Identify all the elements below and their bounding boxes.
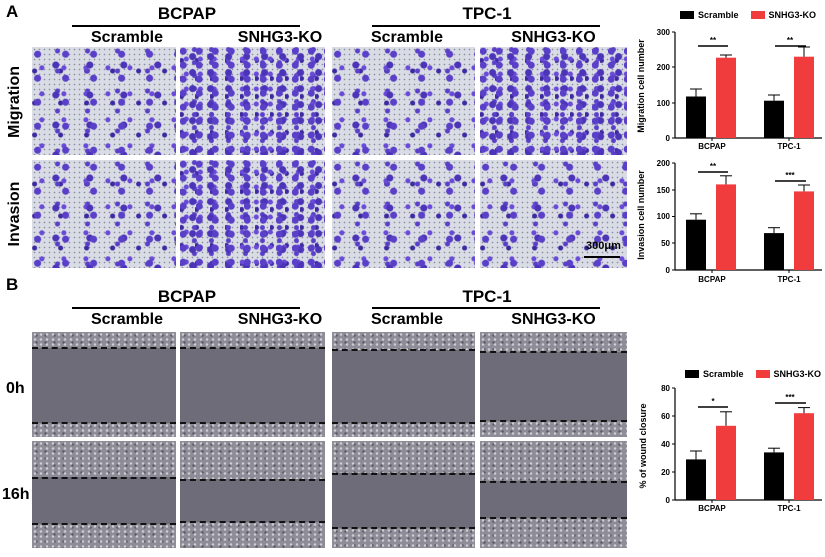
legend-label-ko-b: SNHG3-KO (773, 369, 822, 379)
legend-swatch-ko-b (755, 370, 770, 378)
bar-invasion-tpc1-ko (794, 191, 814, 270)
svg-text:100: 100 (657, 99, 671, 108)
image-invasion-bcpap-ko (180, 160, 325, 268)
image-wound-0h-bcpap-scramble (32, 332, 176, 437)
image-wound-0h-bcpap-ko (180, 332, 325, 437)
svg-text:300: 300 (657, 28, 671, 37)
image-wound-16h-bcpap-ko (180, 441, 325, 548)
bar-invasion-bcpap-ko (716, 184, 736, 270)
svg-text:150: 150 (657, 186, 671, 195)
svg-text:BCPAP: BCPAP (698, 142, 726, 150)
svg-text:**: ** (710, 36, 717, 45)
bar-invasion-bcpap-scramble (686, 219, 706, 270)
image-wound-16h-tpc1-scramble (332, 441, 475, 548)
svg-text:200: 200 (657, 159, 671, 168)
panel-b-group-tpc1-title: TPC-1 (462, 287, 512, 306)
bar-wound-tpc1-ko (794, 413, 814, 500)
svg-text:**: ** (787, 36, 794, 45)
legend-top: Scramble SNHG3-KO (680, 10, 816, 20)
bar-invasion-tpc1-scramble (764, 233, 784, 270)
panel-b-row-16h: 16h (2, 486, 30, 503)
bar-wound-bcpap-ko (716, 425, 736, 500)
chart-migration: Migration cell number 0 100 200 300 ** *… (636, 28, 822, 150)
panel-a-col-bcpap-ko: SNHG3-KO (237, 29, 323, 46)
panel-a-col-bcpap-scramble: Scramble (90, 29, 164, 46)
svg-text:0: 0 (666, 496, 671, 505)
svg-text:BCPAP: BCPAP (698, 504, 726, 512)
panel-a-group-bcpap-title: BCPAP (157, 4, 217, 23)
panel-b-group-tpc1-line (372, 307, 600, 309)
panel-b-row-0h: 0h (6, 380, 25, 397)
svg-text:100: 100 (657, 212, 671, 221)
bar-wound-tpc1-scramble (764, 452, 784, 500)
bar-migration-tpc1-ko (794, 56, 814, 139)
panel-a-col-tpc1-ko: SNHG3-KO (511, 29, 596, 46)
svg-text:40: 40 (661, 440, 670, 449)
svg-text:0: 0 (666, 266, 671, 275)
chart-wound-closure: % of wound closure 0 20 40 60 80 * *** B… (638, 384, 822, 512)
svg-text:200: 200 (657, 63, 671, 72)
svg-text:TPC-1: TPC-1 (777, 275, 801, 283)
svg-text:***: *** (785, 171, 795, 180)
svg-text:20: 20 (661, 468, 670, 477)
legend-swatch-scramble (680, 11, 694, 19)
panel-b-group-bcpap-line (72, 307, 300, 309)
image-wound-16h-tpc1-ko (480, 441, 627, 548)
svg-text:**: ** (710, 162, 717, 171)
svg-text:60: 60 (661, 412, 670, 421)
panel-a-group-bcpap-line (72, 25, 300, 27)
image-invasion-tpc1-scramble (332, 160, 475, 268)
legend-label-scramble: Scramble (698, 10, 739, 20)
panel-b-group-bcpap-title: BCPAP (157, 287, 217, 306)
image-wound-0h-tpc1-scramble (332, 332, 475, 437)
legend-label-scramble-b: Scramble (703, 369, 744, 379)
image-migration-tpc1-scramble (332, 47, 475, 155)
panel-a-group-tpc1-title: TPC-1 (462, 4, 512, 23)
svg-text:***: *** (785, 393, 795, 402)
scale-bar-label: 300μm (586, 240, 621, 252)
chart-invasion-ylabel: Invasion cell number (636, 170, 646, 260)
panel-b-col-tpc1-scramble: Scramble (370, 311, 444, 328)
legend-bottom: Scramble SNHG3-KO (685, 369, 821, 379)
legend-swatch-scramble-b (685, 370, 699, 378)
legend-swatch-ko (750, 11, 765, 19)
panel-b-col-bcpap-scramble: Scramble (90, 311, 164, 328)
image-migration-bcpap-scramble (32, 47, 176, 155)
image-wound-0h-tpc1-ko (480, 332, 627, 437)
svg-text:*: * (711, 397, 715, 406)
bar-wound-bcpap-scramble (686, 459, 706, 500)
bar-migration-bcpap-scramble (686, 96, 706, 138)
panel-a-row-invasion: Invasion (6, 181, 23, 247)
panel-a-group-tpc1-line (372, 25, 600, 27)
svg-text:TPC-1: TPC-1 (777, 142, 801, 150)
image-invasion-bcpap-scramble (32, 160, 176, 268)
legend-label-ko: SNHG3-KO (768, 10, 817, 20)
bar-migration-tpc1-scramble (764, 100, 784, 138)
svg-text:80: 80 (661, 384, 670, 393)
panel-b-col-tpc1-ko: SNHG3-KO (511, 311, 596, 328)
chart-wound-ylabel: % of wound closure (638, 403, 648, 488)
panel-b-col-bcpap-ko: SNHG3-KO (237, 311, 323, 328)
panel-a-col-tpc1-scramble: Scramble (370, 29, 444, 46)
svg-text:50: 50 (661, 239, 670, 248)
svg-text:0: 0 (666, 134, 671, 143)
svg-text:BCPAP: BCPAP (698, 275, 726, 283)
panel-b-letter: B (6, 275, 19, 294)
image-invasion-tpc1-ko: 300μm (480, 160, 627, 268)
svg-text:TPC-1: TPC-1 (777, 504, 801, 512)
image-migration-tpc1-ko (480, 47, 627, 155)
chart-invasion: Invasion cell number 0 50 100 150 200 **… (636, 159, 822, 283)
panel-a-letter: A (6, 2, 19, 21)
image-migration-bcpap-ko (180, 47, 325, 155)
chart-migration-ylabel: Migration cell number (636, 39, 646, 133)
scale-bar (584, 256, 620, 258)
bar-migration-bcpap-ko (716, 57, 736, 139)
image-wound-16h-bcpap-scramble (32, 441, 176, 548)
panel-a-row-migration: Migration (6, 66, 23, 138)
